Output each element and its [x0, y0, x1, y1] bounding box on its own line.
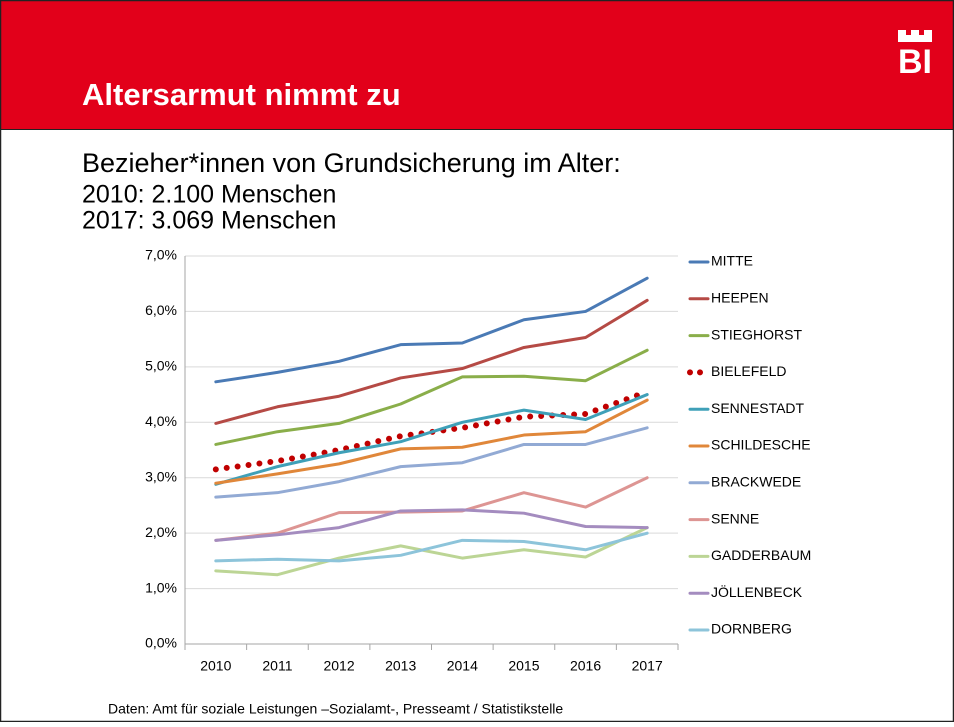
- footer-source: Daten: Amt für soziale Leistungen –Sozia…: [108, 701, 563, 717]
- legend-label: BRACKWEDE: [711, 474, 801, 490]
- series-line: [214, 348, 649, 446]
- series-line: [214, 426, 649, 499]
- y-tick-label: 2,0%: [145, 524, 177, 540]
- series-line: [214, 298, 649, 425]
- legend-label: SENNESTADT: [711, 400, 805, 416]
- x-tick-label: 2010: [200, 658, 231, 674]
- intro-line: 2017: 3.069 Menschen: [82, 207, 336, 235]
- series-line: [214, 398, 649, 485]
- logo: BI: [898, 43, 932, 81]
- series-line: [214, 276, 649, 384]
- legend-label: SENNE: [711, 510, 759, 526]
- legend-label: HEEPEN: [711, 290, 769, 306]
- logo-crenellation: [898, 30, 932, 42]
- legend-label: BIELEFELD: [711, 363, 786, 379]
- y-tick-label: 3,0%: [145, 468, 177, 484]
- x-tick-label: 2015: [508, 658, 539, 674]
- series-line: [214, 531, 649, 563]
- x-tick-label: 2011: [262, 658, 292, 674]
- y-tick-label: 7,0%: [145, 247, 177, 263]
- series-line: [214, 393, 649, 486]
- legend-label: JÖLLENBECK: [711, 583, 803, 600]
- x-tick-label: 2012: [323, 658, 354, 674]
- x-tick-label: 2014: [447, 658, 478, 674]
- x-tick-label: 2017: [632, 658, 663, 674]
- header-band: [0, 0, 954, 129]
- legend-label: MITTE: [711, 253, 753, 269]
- intro-line: Bezieher*innen von Grundsicherung im Alt…: [82, 148, 621, 178]
- slide-title: Altersarmut nimmt zu: [82, 77, 401, 112]
- legend-label: DORNBERG: [711, 621, 792, 637]
- chart: 0,0% 1,0% 2,0% 3,0% 4,0% 5,0% 6,0% 7,0% 2010 2011…: [145, 247, 811, 674]
- series-line: [214, 526, 649, 577]
- x-tick-label: 2013: [385, 658, 416, 674]
- legend-label: STIEGHORST: [711, 326, 802, 342]
- y-tick-label: 5,0%: [145, 358, 177, 374]
- series-line: [214, 508, 649, 542]
- y-tick-label: 4,0%: [145, 413, 177, 429]
- y-tick-label: 0,0%: [145, 635, 177, 651]
- intro-line: 2010: 2.100 Menschen: [82, 181, 336, 209]
- legend-label: SCHILDESCHE: [711, 437, 811, 453]
- y-tick-label: 6,0%: [145, 302, 177, 318]
- legend-label: GADDERBAUM: [711, 547, 811, 563]
- x-tick-label: 2016: [570, 658, 601, 674]
- y-tick-label: 1,0%: [145, 579, 177, 595]
